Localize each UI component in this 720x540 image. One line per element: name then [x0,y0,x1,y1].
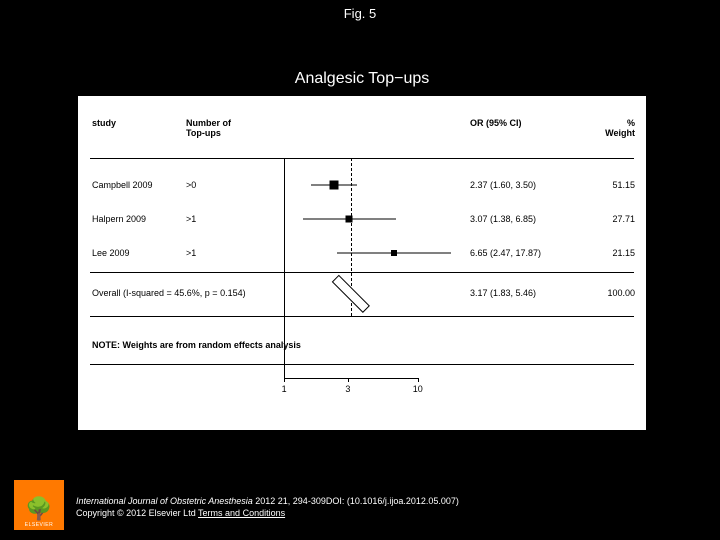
copyright-line: Copyright © 2012 Elsevier Ltd Terms and … [76,507,459,520]
study-or: 6.65 (2.47, 17.87) [470,248,570,258]
overall-weight: 100.00 [580,288,635,298]
study-name: Campbell 2009 [92,180,182,190]
x-tick [418,378,419,382]
tree-icon: 🌳 [25,498,53,520]
point-estimate-marker [346,216,353,223]
forest-area: 1 3 10 [278,96,458,430]
study-name: Lee 2009 [92,248,182,258]
x-axis [284,378,418,379]
study-or: 3.07 (1.38, 6.85) [470,214,570,224]
x-tick-label: 10 [413,384,423,394]
header-topups: Number ofTop-ups [186,118,256,138]
citation-rest: 2012 21, 294-309DOI: (10.1016/j.ijoa.201… [253,496,459,506]
study-weight: 27.71 [580,214,635,224]
study-topups: >1 [186,248,256,258]
study-weight: 21.15 [580,248,635,258]
null-line [284,158,285,378]
x-tick [348,378,349,382]
journal-name: International Journal of Obstetric Anest… [76,496,253,506]
plot-body: study Number ofTop-ups OR (95% CI) %Weig… [78,96,646,430]
header-weight: %Weight [580,118,635,138]
study-topups: >0 [186,180,256,190]
copyright-text: Copyright © 2012 Elsevier Ltd [76,508,198,518]
study-name: Halpern 2009 [92,214,182,224]
study-or: 2.37 (1.60, 3.50) [470,180,570,190]
elsevier-logo: 🌳 ELSEVIER [14,480,64,530]
citation-footer: International Journal of Obstetric Anest… [76,495,459,520]
point-estimate-marker [330,181,339,190]
overall-label: Overall (I-squared = 45.6%, p = 0.154) [92,288,272,298]
logo-text: ELSEVIER [25,522,53,528]
point-estimate-marker [391,250,397,256]
x-tick [284,378,285,382]
terms-link[interactable]: Terms and Conditions [198,508,285,518]
citation-line: International Journal of Obstetric Anest… [76,495,459,508]
x-tick-label: 3 [345,384,350,394]
study-weight: 51.15 [580,180,635,190]
plot-title: Analgesic Top−ups [78,62,646,96]
header-study: study [92,118,182,128]
overall-or: 3.17 (1.83, 5.46) [470,288,570,298]
figure-label: Fig. 5 [0,6,720,21]
forest-plot-panel: Analgesic Top−ups study Number ofTop-ups… [78,62,646,430]
x-tick-label: 1 [282,384,287,394]
weights-note: NOTE: Weights are from random effects an… [92,340,301,350]
study-topups: >1 [186,214,256,224]
header-or: OR (95% CI) [470,118,570,128]
